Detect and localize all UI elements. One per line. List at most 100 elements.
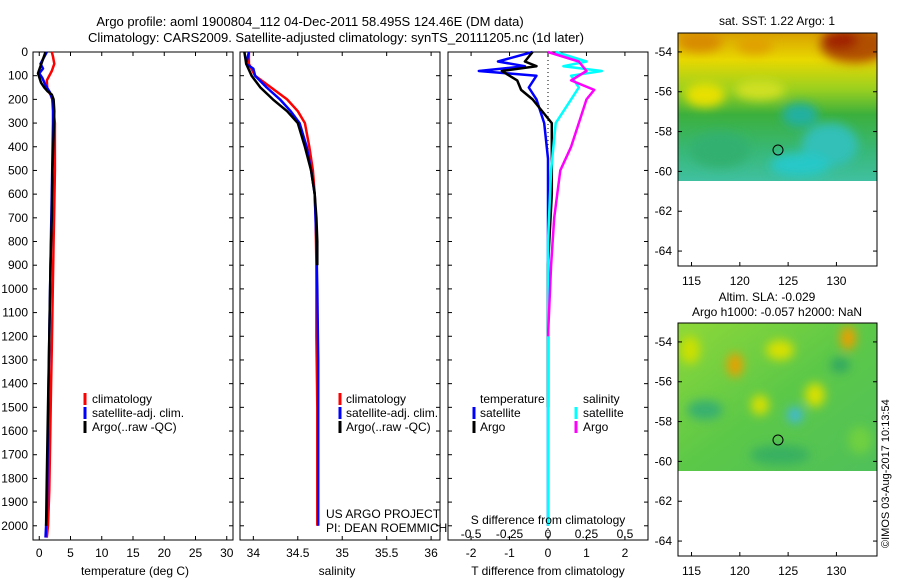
project-label: US ARGO PROJECT — [326, 507, 441, 521]
lon-tick-label: 130 — [826, 274, 846, 288]
temperature-panel: 0100200300400500600700800900100011001200… — [1, 45, 648, 578]
depth-tick-label: 0 — [21, 45, 28, 59]
s-difference-tick-label: 0 — [545, 527, 552, 541]
legend-label-t-satellite: satellite — [480, 406, 521, 420]
legend-head-temperature: temperature — [480, 392, 545, 406]
legend-label-argo: Argo(..raw -QC) — [92, 420, 177, 434]
series-line-satellite-adj-clim- — [244, 51, 320, 526]
depth-tick-label: 1400 — [1, 377, 28, 391]
t-difference-tick-label: -2 — [466, 546, 477, 560]
legend-label-satellite: satellite-adj. clim. — [92, 406, 184, 420]
depth-tick-label: 900 — [8, 258, 28, 272]
salinity-profile-lines — [243, 51, 320, 526]
legend-label-climatology: climatology — [346, 392, 406, 406]
lat-tick-label: -64 — [655, 244, 673, 258]
depth-tick-label: 100 — [8, 69, 28, 83]
sst-argo-location-marker — [772, 144, 784, 156]
temperature-x-ticks: 0 5 10 15 20 25 30 — [36, 52, 234, 560]
lat-tick-label: -58 — [655, 125, 673, 139]
series-line-argo-raw-qc- — [36, 51, 56, 526]
lon-tick-label: 115 — [682, 564, 701, 578]
legend-label-argo: Argo(..raw -QC) — [346, 420, 431, 434]
lat-tick-label: -54 — [655, 335, 673, 349]
depth-tick-label: 1900 — [1, 495, 28, 509]
series-line-temperature-argo — [500, 51, 554, 408]
sst-map: sat. SST: 1.22 Argo: 1 -54 -56 -58 -60 -62 -6… — [655, 14, 878, 288]
sst-map-frame — [677, 32, 878, 267]
lat-tick-label: -60 — [655, 454, 673, 468]
depth-tick-label: 1600 — [1, 424, 28, 438]
salinity-legend: climatology satellite-adj. clim. Argo(..… — [338, 392, 438, 434]
depth-tick-label: 300 — [8, 116, 28, 130]
t-difference-tick-label: 0 — [545, 546, 552, 560]
t-difference-tick-label: -1 — [504, 546, 515, 560]
legend-label-climatology: climatology — [92, 392, 152, 406]
sla-map-frame — [677, 322, 878, 557]
lon-tick-label: 130 — [826, 564, 846, 578]
series-line-argo-raw-qc- — [243, 51, 319, 266]
depth-tick-label: 600 — [8, 187, 28, 201]
sla-lon-ticks: 115 120 125 130 — [682, 552, 847, 578]
sla-map-title: Altim. SLA: -0.029 — [719, 290, 816, 304]
lat-tick-label: -54 — [655, 45, 673, 59]
salinity-x-tick-label: 34 — [247, 546, 261, 560]
lat-tick-label: -56 — [655, 375, 673, 389]
lon-tick-label: 120 — [730, 274, 750, 288]
lat-tick-label: -64 — [655, 534, 673, 548]
s-difference-label: S difference from climatology — [471, 513, 626, 527]
imos-stamp: ©IMOS 03-Aug-2017 10:13:54 — [880, 399, 892, 548]
temperature-x-tick-label: 25 — [189, 546, 203, 560]
series-line-temperature-satellite — [477, 50, 550, 526]
temperature-x-tick-label: 15 — [126, 546, 140, 560]
s-difference-tick-label: 0.5 — [617, 527, 634, 541]
depth-tick-label: 200 — [8, 92, 28, 106]
lon-tick-label: 120 — [730, 564, 750, 578]
temperature-axes — [32, 51, 234, 541]
temperature-x-tick-label: 20 — [158, 546, 172, 560]
lat-tick-label: -62 — [655, 494, 673, 508]
temperature-x-label: temperature (deg C) — [81, 564, 189, 578]
series-line-climatology — [247, 52, 319, 526]
difference-profile-lines — [477, 50, 604, 526]
figure-title: Argo profile: aoml 1900804_112 04-Dec-20… — [96, 14, 523, 29]
pi-label: PI: DEAN ROEMMICH — [326, 521, 447, 535]
sst-lat-ticks: -54 -56 -58 -60 -62 -64 — [655, 45, 877, 258]
salinity-axes — [239, 51, 441, 541]
difference-legend: temperature salinity satellite Argo sate… — [472, 392, 624, 434]
lat-tick-label: -60 — [655, 164, 673, 178]
salinity-x-tick-label: 35 — [336, 546, 350, 560]
legend-label-s-satellite: satellite — [583, 406, 624, 420]
depth-tick-label: 800 — [8, 235, 28, 249]
depth-tick-label: 1700 — [1, 448, 28, 462]
sla-field — [678, 323, 877, 471]
difference-panel: -2 -1 0 1 2 temperature salinity satellite A… — [447, 50, 649, 578]
sst-field — [678, 33, 877, 181]
s-difference-tick-labels: -0.5 -0.25 0 0.25 0.5 — [461, 527, 634, 541]
t-difference-tick-label: 2 — [622, 546, 629, 560]
depth-tick-label: 1000 — [1, 282, 28, 296]
temperature-x-tick-label: 0 — [36, 546, 43, 560]
s-difference-tick-label: -0.25 — [496, 527, 524, 541]
series-line-climatology — [45, 51, 57, 538]
legend-label-satellite: satellite-adj. clim. — [346, 406, 438, 420]
lat-tick-label: -58 — [655, 415, 673, 429]
lat-tick-label: -56 — [655, 85, 673, 99]
depth-tick-label: 1100 — [2, 306, 28, 320]
salinity-panel: 34 34.5 35 35.5 36 salinity climatology sate… — [239, 51, 447, 578]
depth-tick-label: 500 — [8, 163, 28, 177]
lon-tick-label: 125 — [778, 564, 798, 578]
depth-tick-label: 700 — [8, 211, 28, 225]
temperature-legend: climatology satellite-adj. clim. Argo(..… — [83, 392, 184, 434]
salinity-x-tick-label: 34.5 — [286, 546, 310, 560]
sla-map: Altim. SLA: -0.029 Argo h1000: -0.057 h2… — [655, 290, 878, 578]
t-difference-label: T difference from climatology — [471, 564, 625, 578]
salinity-x-tick-label: 35.5 — [375, 546, 399, 560]
temperature-depth-tick-labels: 0 100 200 300 400 500 600 700 800 900 1000 1100 1200… — [1, 45, 648, 533]
salinity-x-label: salinity — [319, 564, 356, 578]
depth-tick-label: 2000 — [1, 519, 28, 533]
depth-tick-label: 1800 — [1, 471, 28, 485]
legend-head-salinity: salinity — [583, 392, 620, 406]
sla-lat-ticks: -54 -56 -58 -60 -62 -64 — [655, 335, 877, 548]
sla-map-subtitle: Argo h1000: -0.057 h2000: NaN — [692, 305, 862, 319]
